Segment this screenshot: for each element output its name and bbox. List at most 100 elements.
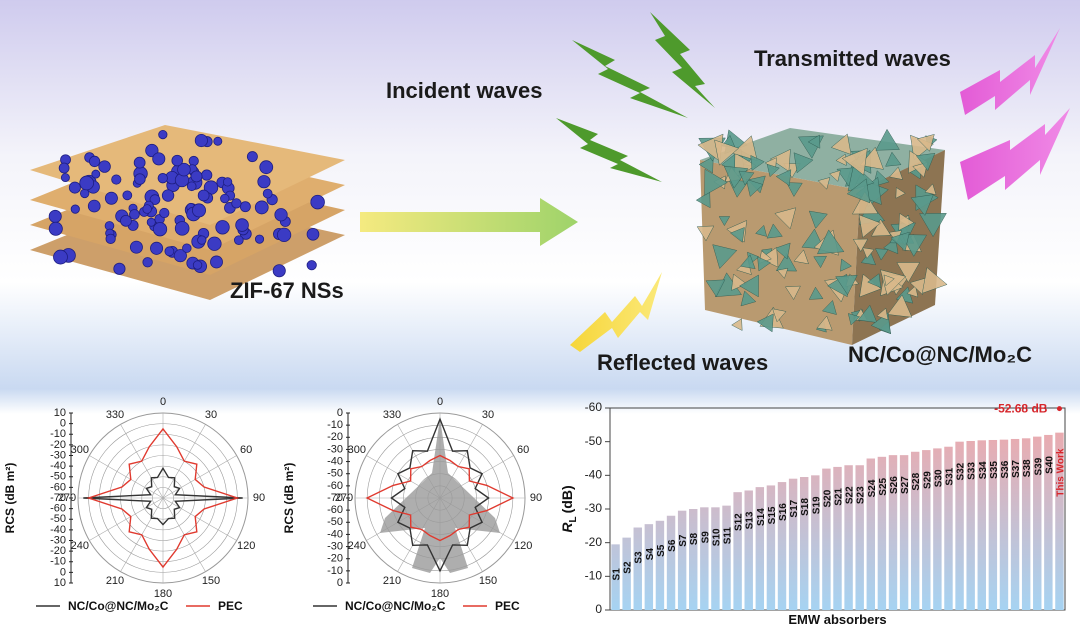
- theta-tick-label: 210: [106, 575, 124, 587]
- sphere: [79, 175, 95, 191]
- flake: [852, 238, 869, 253]
- flake: [698, 156, 714, 174]
- bar: [722, 505, 731, 610]
- sphere: [246, 151, 258, 163]
- category-label: S10: [711, 528, 722, 546]
- y-tick-label: -30: [585, 501, 603, 515]
- flake: [835, 274, 858, 296]
- category-label: S1: [612, 568, 623, 581]
- flake: [714, 139, 740, 166]
- bar: [944, 446, 953, 610]
- bar: [733, 492, 742, 610]
- flake: [885, 151, 902, 167]
- sphere: [191, 203, 206, 218]
- sphere: [88, 155, 101, 168]
- bar: [655, 520, 665, 610]
- flake: [817, 177, 831, 190]
- sphere: [306, 227, 320, 241]
- theta-tick-label: 180: [154, 588, 172, 600]
- theta-tick-label: 90: [530, 492, 542, 504]
- bar: [611, 544, 620, 610]
- r-tick-label: -50: [327, 516, 343, 528]
- y-tick-label: -60: [585, 400, 603, 414]
- category-label: S36: [1000, 460, 1011, 478]
- r-tick-label: -20: [50, 545, 66, 557]
- bar: [788, 478, 798, 610]
- category-label: S18: [800, 498, 811, 516]
- sphere: [177, 162, 191, 177]
- theta-tick-label: 120: [514, 540, 532, 552]
- r-tick-label: -60: [50, 503, 66, 515]
- flake: [847, 313, 861, 326]
- sphere: [146, 217, 156, 227]
- flake: [916, 133, 935, 152]
- cube-flakes: [695, 128, 948, 335]
- sphere: [104, 191, 118, 205]
- incident-label: Incident waves: [386, 78, 543, 103]
- sphere: [129, 209, 140, 220]
- chart-polar: -70-60-60-50-50-40-40-30-30-20-20-10-100…: [3, 396, 265, 613]
- sphere: [87, 199, 101, 213]
- sphere: [201, 169, 213, 181]
- sphere: [159, 207, 170, 219]
- theta-tick-label: 270: [335, 492, 353, 504]
- sphere: [149, 194, 161, 205]
- r-tick-label: 0: [60, 418, 66, 430]
- y-axis-label: RCS (dB m²): [3, 463, 17, 534]
- category-label: S29: [922, 471, 933, 489]
- flake: [731, 273, 748, 291]
- sphere: [60, 173, 70, 183]
- category-label: S14: [756, 508, 767, 526]
- flake: [808, 286, 824, 300]
- sphere: [210, 255, 223, 269]
- sphere: [48, 221, 63, 236]
- legend-label: NC/Co@NC/Mo₂C: [68, 599, 169, 613]
- theta-tick-label: 300: [348, 444, 366, 456]
- flake: [786, 182, 803, 198]
- legend-label: NC/Co@NC/Mo₂C: [345, 599, 446, 613]
- theta-tick-label: 270: [58, 492, 76, 504]
- category-label: S25: [878, 477, 889, 495]
- flake: [846, 178, 871, 204]
- r-tick-label: -50: [50, 513, 66, 525]
- flake: [695, 191, 711, 209]
- bar: [999, 439, 1009, 610]
- sphere: [235, 218, 249, 232]
- flake: [921, 267, 948, 294]
- sphere: [158, 129, 168, 140]
- flake: [793, 152, 814, 174]
- process-arrow: [360, 198, 578, 246]
- bar: [1055, 432, 1064, 610]
- theta-tick-label: 0: [437, 396, 443, 408]
- r-tick-label: -20: [50, 439, 66, 451]
- co-spheres: [48, 129, 325, 278]
- flake: [851, 191, 879, 215]
- bar: [1010, 438, 1020, 610]
- flake: [890, 231, 910, 252]
- bar: [755, 487, 765, 610]
- sphere: [68, 181, 81, 194]
- sphere: [113, 262, 126, 275]
- sphere: [186, 181, 197, 192]
- bar: [955, 441, 964, 610]
- bar: [677, 510, 687, 610]
- category-label: S21: [834, 488, 845, 506]
- r-tick-label: -20: [327, 431, 343, 443]
- r-tick-label: 0: [337, 577, 343, 589]
- sphere: [171, 154, 183, 167]
- grid-spoke: [89, 455, 164, 499]
- flake: [898, 212, 915, 231]
- flake: [755, 224, 768, 237]
- bar: [1021, 438, 1031, 610]
- flake: [910, 194, 934, 216]
- sphere: [53, 249, 68, 265]
- y-label-main: R: [559, 522, 575, 533]
- theta-tick-label: 210: [383, 575, 401, 587]
- bar: [1033, 436, 1042, 610]
- theta-tick-label: 330: [383, 409, 401, 421]
- y-label-sub: L: [568, 516, 579, 522]
- theta-tick-label: 60: [240, 444, 252, 456]
- charts: -70-60-60-50-50-40-40-30-30-20-20-10-100…: [3, 396, 1066, 627]
- flake: [816, 229, 845, 255]
